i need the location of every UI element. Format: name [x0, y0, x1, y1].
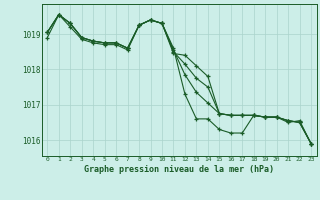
X-axis label: Graphe pression niveau de la mer (hPa): Graphe pression niveau de la mer (hPa)	[84, 165, 274, 174]
